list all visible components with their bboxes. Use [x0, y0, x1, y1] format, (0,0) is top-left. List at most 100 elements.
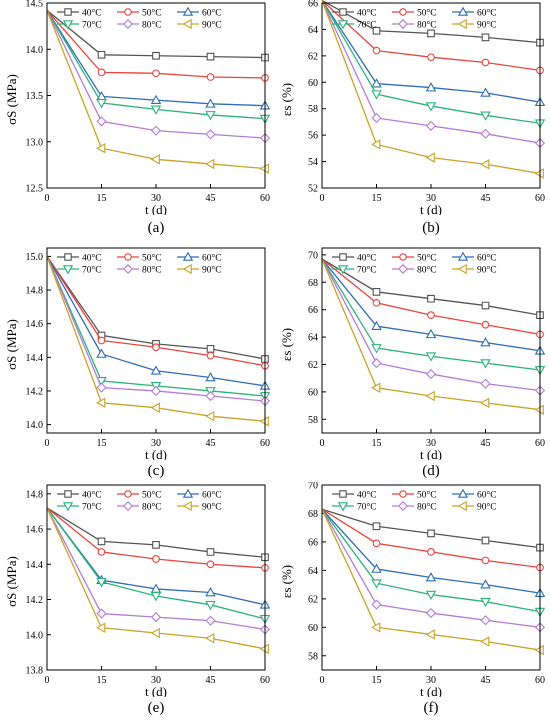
y-tick-label: 62 [308, 360, 318, 371]
data-point [371, 579, 382, 589]
series-line [46, 507, 266, 650]
legend-label: 80°C [142, 265, 162, 276]
legend-label: 50°C [142, 490, 162, 501]
data-point [152, 343, 160, 352]
data-point [152, 541, 160, 549]
y-tick-label: 14.6 [26, 525, 44, 536]
data-point [372, 46, 381, 55]
data-point [97, 68, 106, 77]
panel-label: (d) [422, 463, 440, 479]
y-tick-label: 68 [308, 278, 318, 289]
data-point [152, 555, 160, 563]
legend-label: 70°C [357, 265, 377, 276]
y-tick-label: 66 [308, 305, 318, 316]
plot-frame [46, 247, 266, 434]
legend-marker [399, 253, 407, 261]
y-tick-label: 15.0 [26, 252, 44, 263]
y-tick-label: 58 [308, 415, 318, 426]
legend-marker [124, 490, 132, 498]
legend-marker [339, 8, 347, 16]
y-tick-label: 14.2 [26, 386, 44, 397]
data-point [206, 548, 215, 556]
y-tick-label: 70 [308, 250, 318, 261]
data-point [371, 563, 382, 573]
legend-label: 40°C [357, 8, 377, 19]
legend-marker [339, 490, 347, 498]
data-point [371, 320, 382, 330]
legend-marker [64, 253, 72, 261]
panel-label: (c) [147, 463, 165, 479]
x-axis-label: t (d) [420, 202, 442, 215]
legend-marker [457, 488, 469, 498]
data-point [96, 348, 107, 358]
legend-marker [182, 500, 192, 512]
y-tick-label: 14.0 [26, 420, 44, 431]
x-tick-label: 60 [260, 193, 270, 204]
x-tick-label: 0 [45, 193, 50, 204]
legend-marker [398, 19, 408, 29]
data-point [150, 385, 162, 397]
y-tick-label: 58 [308, 104, 318, 115]
series-line [46, 507, 266, 558]
data-point [480, 128, 491, 139]
legend-marker [337, 502, 349, 512]
legend-marker [64, 8, 72, 16]
data-point [427, 548, 435, 556]
data-point [427, 529, 435, 538]
data-point [481, 58, 490, 67]
data-point [480, 397, 490, 409]
legend-label: 50°C [142, 253, 162, 264]
x-tick-label: 15 [372, 675, 382, 686]
data-point [480, 636, 490, 647]
data-point [427, 29, 435, 38]
data-point [205, 372, 216, 382]
x-tick-label: 30 [426, 675, 436, 686]
legend-marker [182, 251, 194, 261]
data-point [206, 351, 215, 360]
legend-marker [182, 6, 194, 16]
legend-label: 90°C [202, 502, 222, 513]
data-point [371, 78, 382, 88]
legend-label: 80°C [142, 20, 162, 31]
y-tick-label: 14.8 [26, 489, 44, 500]
x-axis-label: t (d) [420, 684, 442, 697]
x-axis-label: t (d) [145, 447, 167, 460]
legend-marker [457, 6, 469, 16]
y-tick-label: 60 [308, 623, 318, 634]
data-point [150, 125, 162, 136]
x-tick-label: 0 [45, 438, 50, 449]
y-tick-label: 70 [308, 482, 318, 492]
legend-marker [123, 19, 133, 29]
panel-label: (f) [423, 700, 439, 716]
x-tick-label: 45 [481, 438, 491, 449]
legend-marker [62, 502, 74, 512]
legend-marker [62, 20, 74, 30]
y-tick-label: 64 [308, 333, 318, 344]
y-tick-label: 66 [308, 537, 318, 548]
series-line [46, 507, 266, 620]
data-point [96, 382, 107, 393]
data-point [427, 53, 435, 62]
data-point [372, 26, 381, 35]
legend-marker [123, 501, 133, 511]
data-point [425, 629, 435, 640]
x-tick-label: 45 [481, 193, 491, 204]
x-tick-label: 45 [481, 675, 491, 686]
data-point [206, 560, 215, 569]
x-tick-label: 30 [151, 675, 161, 686]
legend-label: 50°C [417, 8, 437, 19]
plot-frame [321, 247, 541, 434]
data-point [205, 111, 216, 121]
legend-marker [64, 490, 72, 498]
y-axis-label: σS (MPa) [4, 556, 19, 607]
data-point [480, 111, 491, 121]
data-point [150, 94, 162, 104]
x-axis-label: t (d) [145, 202, 167, 215]
y-axis-label: σS (MPa) [4, 74, 19, 125]
data-point [96, 99, 107, 109]
y-tick-label: 14.4 [26, 353, 44, 364]
legend-label: 60°C [477, 253, 497, 264]
legend-label: 80°C [142, 502, 162, 513]
data-point [371, 599, 382, 610]
